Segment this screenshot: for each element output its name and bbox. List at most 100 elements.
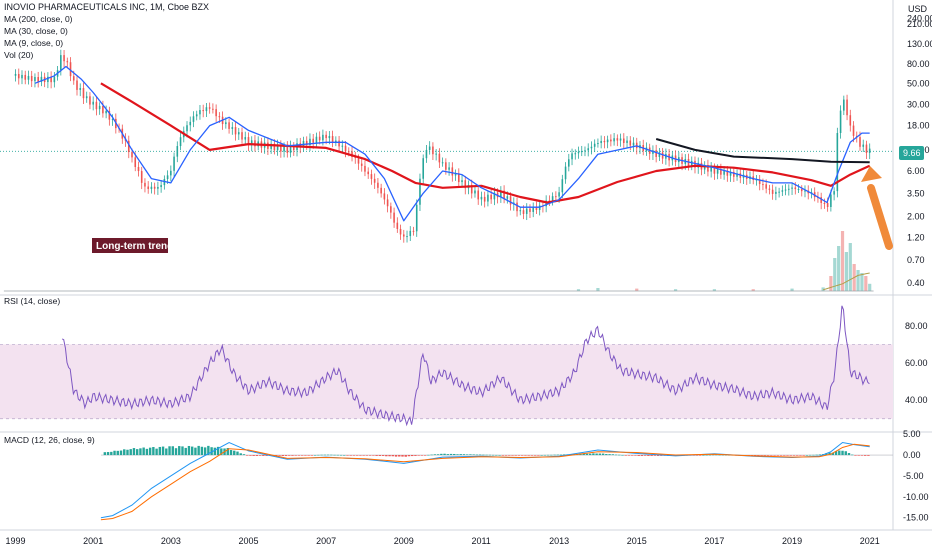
candle-body: [587, 148, 590, 151]
candle-body: [441, 162, 444, 164]
candle-body: [228, 122, 230, 129]
candle-body: [580, 151, 583, 153]
rsi-panel[interactable]: 80.00 60.00 40.00: [0, 305, 928, 427]
macd-histogram-bar: [708, 454, 712, 456]
candle-body: [800, 188, 803, 192]
macd-histogram-bar: [414, 455, 417, 456]
candle-body: [487, 194, 489, 202]
candle-body: [47, 76, 49, 83]
candle-body: [24, 74, 27, 80]
candle-body: [849, 115, 852, 126]
macd-histogram-bar: [330, 454, 333, 456]
macd-histogram-bar: [356, 455, 359, 456]
candle-body: [846, 99, 848, 116]
macd-histogram-bar: [828, 452, 831, 456]
candle-body: [82, 88, 85, 99]
macd-histogram-bar: [851, 454, 854, 456]
macd-histogram-bar: [608, 454, 611, 456]
macd-histogram-bar: [844, 451, 847, 456]
candle-body: [561, 179, 564, 193]
macd-histogram-bar: [540, 455, 543, 456]
candle-body: [270, 143, 272, 149]
macd-histogram-bar: [715, 454, 718, 456]
macd-histogram-bar: [698, 455, 702, 456]
candle-body: [289, 145, 292, 153]
candle-body: [522, 210, 525, 214]
candle-body: [661, 152, 664, 159]
macd-histogram-bar: [634, 455, 637, 456]
legend-ma9[interactable]: MA (9, close, 0): [4, 38, 63, 48]
candle-body: [470, 185, 473, 194]
candle-body: [448, 167, 450, 170]
macd-histogram-bar: [423, 455, 427, 456]
legend-vol[interactable]: Vol (20): [4, 50, 33, 60]
volume-bar: [840, 231, 845, 291]
candle-body: [804, 190, 806, 192]
macd-panel[interactable]: 5.00 0.00 -5.00 -10.00 -15.00: [100, 429, 929, 523]
macd-histogram-bar: [857, 455, 860, 456]
candle-body: [509, 196, 512, 205]
macd-histogram-bar: [838, 450, 841, 456]
macd-histogram-bar: [792, 455, 796, 456]
macd-histogram-bar: [537, 455, 540, 456]
macd-histogram-bar: [812, 454, 815, 456]
macd-histogram-bar: [333, 454, 336, 456]
macd-histogram-bar: [805, 455, 809, 456]
macd-histogram-bar: [411, 455, 414, 457]
candle-body: [292, 145, 295, 151]
time-axis[interactable]: 1999 2001 2003 2005 2007 2009 2011 2013 2015 2017…: [6, 536, 880, 546]
macd-histogram-bar: [278, 455, 281, 456]
candle-body: [438, 153, 441, 163]
volume-bar: [576, 289, 581, 291]
macd-histogram-bar: [207, 445, 210, 456]
macd-histogram-bar: [789, 455, 792, 456]
macd-histogram-bar: [854, 455, 857, 456]
macd-histogram-bar: [284, 455, 288, 456]
macd-histogram-bar: [381, 455, 385, 456]
macd-histogram-bar: [472, 454, 475, 456]
macd-histogram-bar: [524, 455, 527, 456]
macd-histogram-bar: [621, 454, 624, 456]
macd-histogram-bar: [343, 455, 346, 456]
price-tick-label: 2.00: [907, 211, 925, 221]
volume-bar: [864, 276, 868, 291]
candle-body: [619, 138, 622, 141]
candle-body: [623, 138, 625, 143]
price-panel[interactable]: [0, 0, 932, 531]
legend-ma30[interactable]: MA (30, close, 0): [4, 26, 68, 36]
macd-histogram-bar: [773, 455, 776, 456]
macd-histogram-bar: [582, 453, 585, 456]
macd-histogram-bar: [443, 453, 446, 456]
candle-body: [98, 105, 101, 110]
macd-histogram-bar: [126, 449, 129, 456]
price-tick-label: 0.40: [907, 278, 925, 288]
macd-label[interactable]: MACD (12, 26, close, 9): [4, 435, 95, 445]
candle-body: [710, 167, 712, 172]
candle-body: [144, 182, 146, 187]
candle-body: [406, 236, 408, 238]
macd-histogram-bar: [637, 455, 640, 456]
macd-histogram-bar: [194, 447, 197, 456]
rsi-label[interactable]: RSI (14, close): [4, 296, 60, 306]
candle-body: [241, 132, 243, 140]
macd-histogram-bar: [187, 445, 191, 456]
macd-histogram-bar: [453, 453, 456, 456]
candle-body: [713, 167, 716, 174]
candle-body: [775, 191, 777, 194]
candle-body: [868, 148, 871, 153]
macd-histogram-bar: [498, 455, 501, 456]
candle-body: [173, 156, 175, 171]
macd-histogram-bar: [210, 447, 213, 456]
candle-body: [839, 110, 842, 133]
legend-ma200[interactable]: MA (200, close, 0): [4, 14, 73, 24]
ma9-line: [34, 65, 870, 222]
macd-histogram-bar: [404, 455, 407, 457]
macd-histogram-bar: [514, 455, 517, 456]
candle-body: [503, 190, 505, 199]
candle-body: [341, 145, 344, 147]
candle-body: [843, 99, 845, 111]
price-axis[interactable]: 240.00210.00130.0080.0050.0030.0018.0010…: [907, 13, 932, 288]
time-tick-label: 2003: [161, 536, 181, 546]
macd-histogram-bar: [478, 454, 482, 456]
